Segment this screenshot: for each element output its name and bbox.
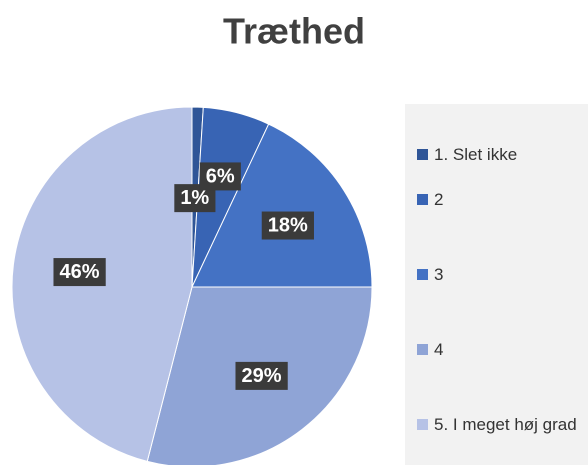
legend-entry: 2 bbox=[417, 189, 582, 211]
legend-swatch bbox=[417, 194, 428, 205]
legend-entry: 4 bbox=[417, 339, 582, 361]
legend: 1. Slet ikke 2 3 4 5. I meget høj grad bbox=[405, 104, 588, 465]
legend-entry: 3 bbox=[417, 264, 582, 286]
data-label: 6% bbox=[206, 165, 235, 187]
data-label-box bbox=[261, 211, 314, 240]
data-label: 46% bbox=[59, 261, 99, 283]
legend-entry: 5. I meget høj grad bbox=[417, 414, 582, 436]
data-label-box bbox=[53, 258, 106, 287]
legend-swatch bbox=[417, 344, 428, 355]
legend-label: 1. Slet ikke bbox=[434, 145, 518, 164]
legend-entry: 1. Slet ikke bbox=[417, 144, 582, 166]
legend-swatch bbox=[417, 149, 428, 160]
data-label-box bbox=[235, 361, 288, 390]
legend-swatch bbox=[417, 269, 428, 280]
legend-label: 5. I meget høj grad bbox=[434, 415, 577, 434]
data-label-box bbox=[199, 162, 241, 191]
pie-slice bbox=[191, 123, 373, 288]
chart-title: Træthed bbox=[223, 11, 365, 52]
data-label: 18% bbox=[268, 215, 308, 237]
legend-swatch bbox=[417, 419, 428, 430]
legend-label: 2 bbox=[434, 190, 444, 209]
legend-label: 3 bbox=[434, 265, 444, 284]
data-label: 1% bbox=[180, 187, 209, 209]
legend-label: 4 bbox=[434, 340, 444, 359]
data-label: 29% bbox=[241, 365, 281, 387]
